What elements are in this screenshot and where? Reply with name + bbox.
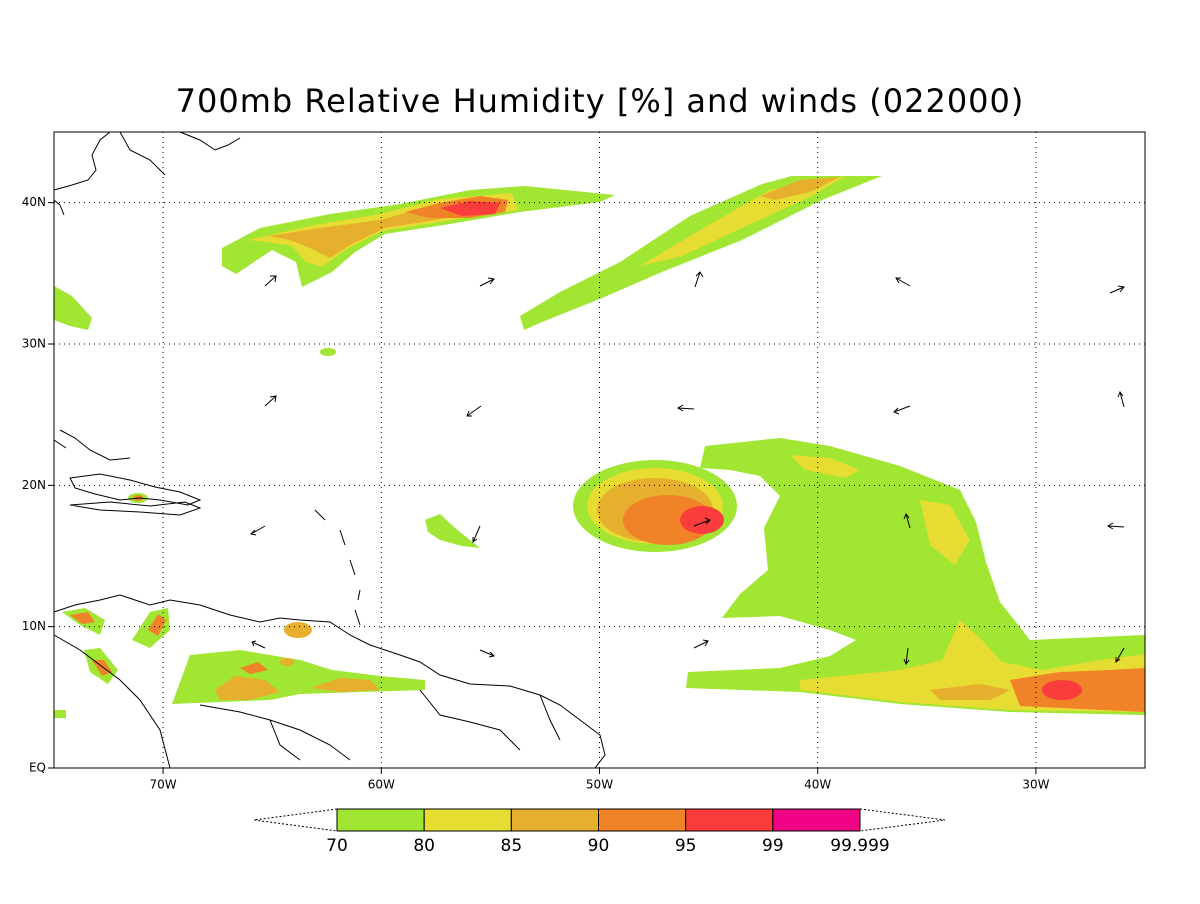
y-tick-label: EQ xyxy=(29,761,46,775)
y-tick-label: 20N xyxy=(22,478,46,492)
y-tick-label: 40N xyxy=(22,195,46,209)
colorbar-label: 99 xyxy=(762,836,784,856)
colorbar-box xyxy=(598,808,687,832)
coastlines xyxy=(53,131,606,769)
colorbar-box xyxy=(685,808,774,832)
colorbar-box xyxy=(423,808,512,832)
y-tick-label: 10N xyxy=(22,619,46,633)
wind-arrows xyxy=(249,271,1125,666)
colorbar-label: 90 xyxy=(588,836,610,856)
colorbar-label: 80 xyxy=(413,836,435,856)
colorbar-extension-low xyxy=(253,808,338,832)
x-tick-label: 40W xyxy=(804,778,831,792)
colorbar-box xyxy=(510,808,600,832)
axis-ticks: 70W 60W 50W 40W 30W EQ 10N 20N 30N 40N xyxy=(22,195,1050,791)
colorbar-label: 99.999 xyxy=(830,836,889,856)
colorbar-box xyxy=(336,808,425,832)
colorbar-box xyxy=(772,808,861,832)
colorbar: 70 80 85 90 95 99 99.999 xyxy=(253,808,946,856)
x-tick-label: 60W xyxy=(368,778,395,792)
colorbar-label: 70 xyxy=(326,836,348,856)
x-tick-label: 50W xyxy=(586,778,613,792)
x-tick-label: 70W xyxy=(150,778,177,792)
humidity-fill xyxy=(54,176,1145,718)
colorbar-label: 95 xyxy=(675,836,697,856)
colorbar-label: 85 xyxy=(501,836,523,856)
colorbar-extension-high xyxy=(859,808,946,832)
y-tick-label: 30N xyxy=(22,337,46,351)
x-tick-label: 30W xyxy=(1022,778,1049,792)
map-title: 700mb Relative Humidity [%] and winds (0… xyxy=(176,82,1025,120)
